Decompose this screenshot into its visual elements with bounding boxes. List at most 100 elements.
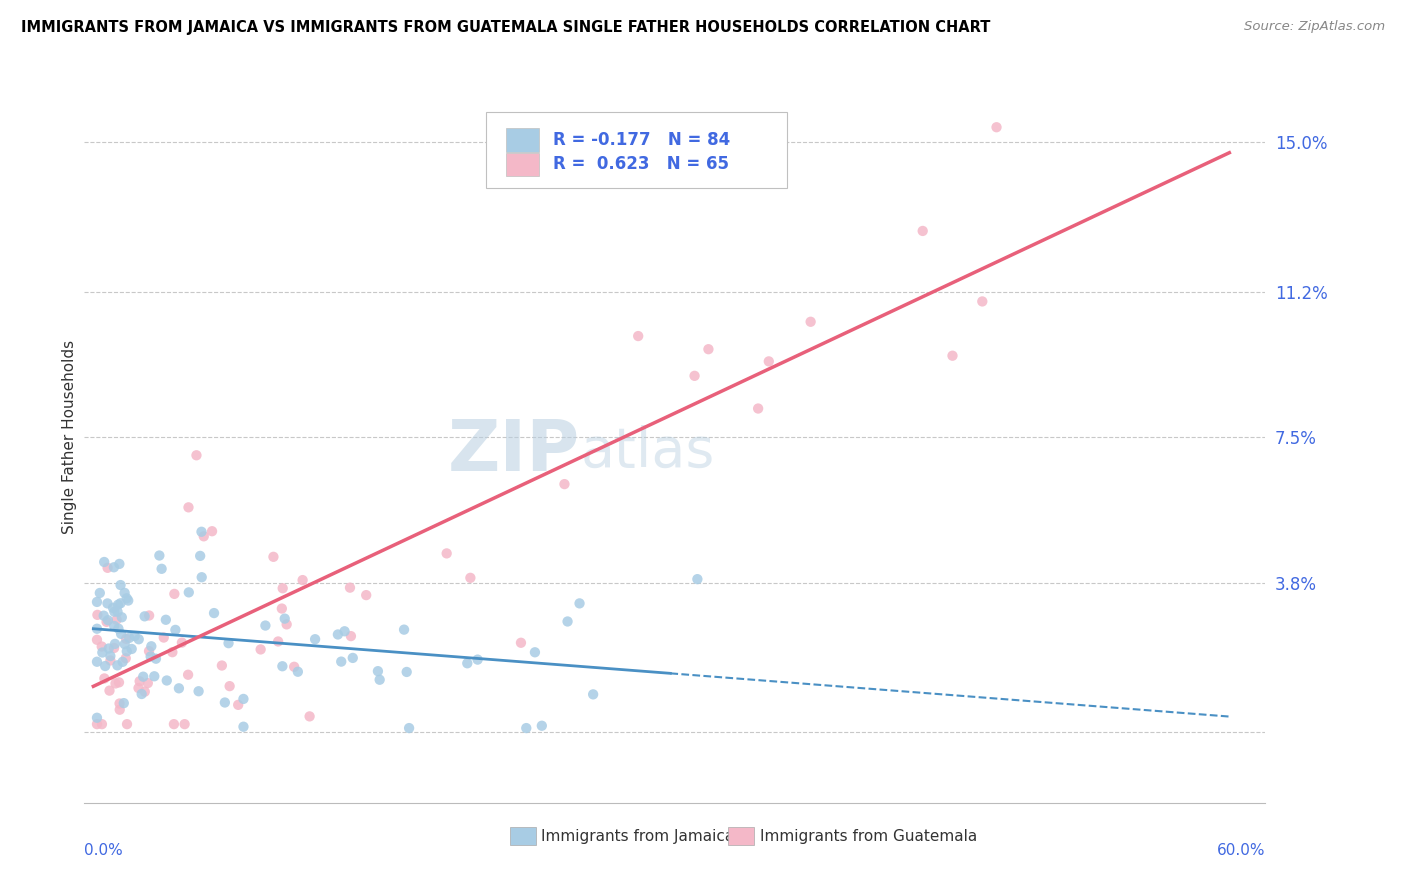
Point bbox=[270, 601, 292, 615]
Point bbox=[214, 696, 236, 710]
Point bbox=[103, 560, 125, 574]
Point bbox=[291, 573, 314, 587]
Point bbox=[254, 618, 277, 632]
Y-axis label: Single Father Households: Single Father Households bbox=[62, 340, 77, 534]
Point bbox=[89, 586, 111, 600]
FancyBboxPatch shape bbox=[506, 128, 538, 152]
FancyBboxPatch shape bbox=[509, 827, 536, 846]
Text: 60.0%: 60.0% bbox=[1218, 843, 1265, 858]
Point bbox=[86, 711, 108, 725]
Point bbox=[271, 581, 294, 595]
Point bbox=[218, 636, 240, 650]
Point bbox=[110, 596, 132, 610]
Text: R = -0.177   N = 84: R = -0.177 N = 84 bbox=[553, 131, 731, 149]
Point bbox=[523, 645, 546, 659]
Point bbox=[138, 608, 160, 623]
Point bbox=[627, 329, 650, 343]
Point bbox=[177, 585, 200, 599]
Point bbox=[96, 596, 118, 610]
Point bbox=[697, 342, 720, 356]
Point bbox=[177, 500, 200, 515]
Point bbox=[193, 529, 215, 543]
Point bbox=[103, 619, 125, 633]
Text: Immigrants from Jamaica: Immigrants from Jamaica bbox=[541, 829, 735, 844]
Point bbox=[165, 623, 187, 637]
Point bbox=[156, 673, 179, 688]
Point bbox=[232, 720, 254, 734]
Point bbox=[103, 640, 125, 655]
Point bbox=[530, 719, 553, 733]
Point bbox=[134, 684, 156, 698]
Point bbox=[326, 627, 349, 641]
Point bbox=[367, 664, 389, 678]
Point bbox=[226, 698, 249, 712]
Point bbox=[152, 631, 174, 645]
Point bbox=[167, 681, 190, 696]
Point bbox=[111, 610, 134, 624]
Point bbox=[510, 636, 533, 650]
Point bbox=[267, 634, 290, 648]
Point bbox=[121, 642, 143, 657]
Point bbox=[304, 632, 326, 647]
Point bbox=[232, 692, 254, 706]
Point bbox=[91, 646, 114, 660]
Point bbox=[131, 687, 153, 701]
Point bbox=[86, 622, 108, 636]
Point bbox=[100, 653, 122, 667]
Point bbox=[339, 581, 361, 595]
Point bbox=[98, 683, 121, 698]
Point bbox=[553, 477, 575, 491]
Point bbox=[148, 549, 170, 563]
Point bbox=[90, 717, 112, 731]
Point bbox=[173, 717, 195, 731]
Point bbox=[330, 655, 353, 669]
Point bbox=[354, 588, 377, 602]
Text: Source: ZipAtlas.com: Source: ZipAtlas.com bbox=[1244, 20, 1385, 33]
Point bbox=[436, 546, 458, 560]
Point bbox=[515, 721, 537, 735]
FancyBboxPatch shape bbox=[486, 112, 787, 188]
Point bbox=[86, 632, 108, 647]
Point bbox=[115, 644, 138, 658]
Point bbox=[118, 631, 141, 645]
Text: R =  0.623   N = 65: R = 0.623 N = 65 bbox=[553, 155, 730, 173]
Point bbox=[758, 354, 780, 368]
Point bbox=[108, 675, 131, 690]
Point bbox=[249, 642, 271, 657]
Point bbox=[97, 641, 120, 656]
Point bbox=[683, 368, 706, 383]
Point bbox=[986, 120, 1008, 135]
Text: IMMIGRANTS FROM JAMAICA VS IMMIGRANTS FROM GUATEMALA SINGLE FATHER HOUSEHOLDS CO: IMMIGRANTS FROM JAMAICA VS IMMIGRANTS FR… bbox=[21, 20, 990, 35]
Point bbox=[342, 651, 364, 665]
Point bbox=[86, 655, 108, 669]
Point bbox=[800, 315, 823, 329]
Point bbox=[190, 570, 212, 584]
Point bbox=[274, 612, 297, 626]
Point bbox=[115, 717, 138, 731]
Point bbox=[105, 658, 128, 673]
Point bbox=[114, 651, 136, 665]
Point bbox=[145, 651, 167, 665]
Point bbox=[340, 629, 363, 643]
Point bbox=[86, 595, 108, 609]
Point bbox=[202, 606, 225, 620]
Point bbox=[115, 591, 138, 606]
Point bbox=[218, 679, 240, 693]
Point bbox=[104, 637, 127, 651]
Point bbox=[211, 658, 233, 673]
Point bbox=[141, 640, 163, 654]
Point bbox=[112, 696, 135, 710]
Point bbox=[96, 615, 118, 629]
Point bbox=[94, 659, 117, 673]
Text: Immigrants from Guatemala: Immigrants from Guatemala bbox=[759, 829, 977, 844]
Text: 0.0%: 0.0% bbox=[84, 843, 124, 858]
Point bbox=[103, 605, 125, 619]
Point bbox=[110, 627, 132, 641]
Point bbox=[298, 709, 321, 723]
Point bbox=[163, 587, 186, 601]
Point bbox=[128, 674, 150, 689]
Point bbox=[111, 655, 134, 669]
Point bbox=[117, 593, 139, 607]
Point bbox=[107, 598, 129, 612]
Point bbox=[467, 652, 489, 666]
